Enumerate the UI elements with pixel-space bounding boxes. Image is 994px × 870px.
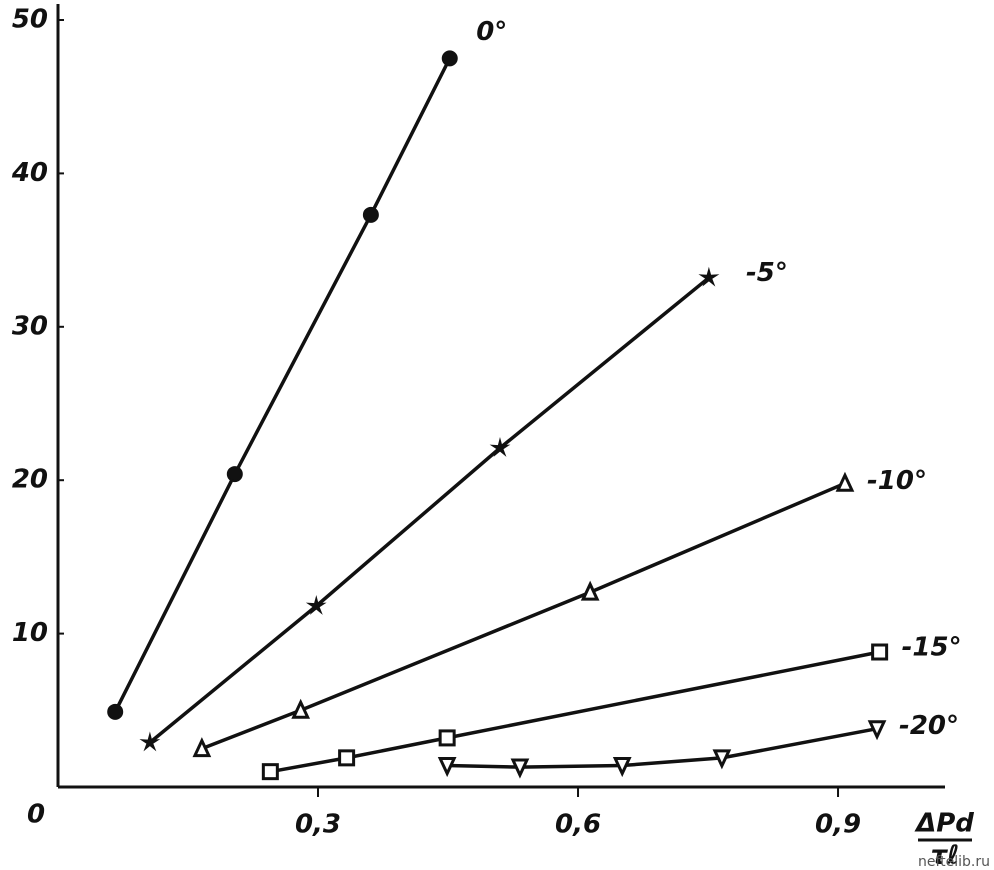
- y-tick-label: 30: [12, 311, 48, 341]
- series-line: [269, 650, 880, 774]
- point: [291, 698, 311, 719]
- series-label: -5°: [746, 258, 788, 288]
- series-label: -20°: [899, 711, 959, 741]
- series-line: [148, 276, 711, 744]
- point: [305, 595, 327, 615]
- point: [867, 720, 887, 741]
- point: [871, 643, 889, 661]
- series-label: -10°: [867, 466, 927, 496]
- point: [226, 466, 243, 483]
- point: [835, 471, 855, 492]
- point: [261, 763, 279, 781]
- point: [192, 737, 212, 758]
- series-label: 0°: [476, 17, 507, 47]
- y-tick-label: 0: [27, 800, 45, 830]
- y-tick-label: 10: [12, 618, 48, 648]
- point: [441, 50, 458, 67]
- point: [580, 580, 600, 601]
- watermark: neftelib.ru: [918, 854, 990, 870]
- y-tick-label: 20: [12, 465, 48, 495]
- series-line: [113, 57, 452, 713]
- point: [338, 749, 356, 767]
- x-axis-label-numerator: ΔPd: [914, 809, 974, 839]
- point: [489, 437, 511, 457]
- point: [107, 703, 124, 720]
- point: [438, 729, 456, 747]
- series-line: [201, 481, 846, 751]
- x-tick-label: 0,6: [555, 810, 601, 840]
- series-label: -15°: [902, 633, 962, 663]
- y-tick-label: 40: [11, 158, 48, 188]
- point: [698, 266, 720, 287]
- point: [362, 206, 379, 223]
- x-axis-label-denominator: τℓ: [931, 841, 960, 870]
- x-tick-label: 0,3: [295, 810, 341, 840]
- point: [612, 757, 632, 778]
- y-tick-label: 50: [12, 5, 48, 35]
- series-line: [447, 726, 878, 769]
- point: [437, 757, 457, 778]
- point: [139, 731, 161, 752]
- point: [510, 758, 530, 779]
- point: [712, 749, 732, 770]
- x-tick-label: 0,9: [815, 810, 861, 840]
